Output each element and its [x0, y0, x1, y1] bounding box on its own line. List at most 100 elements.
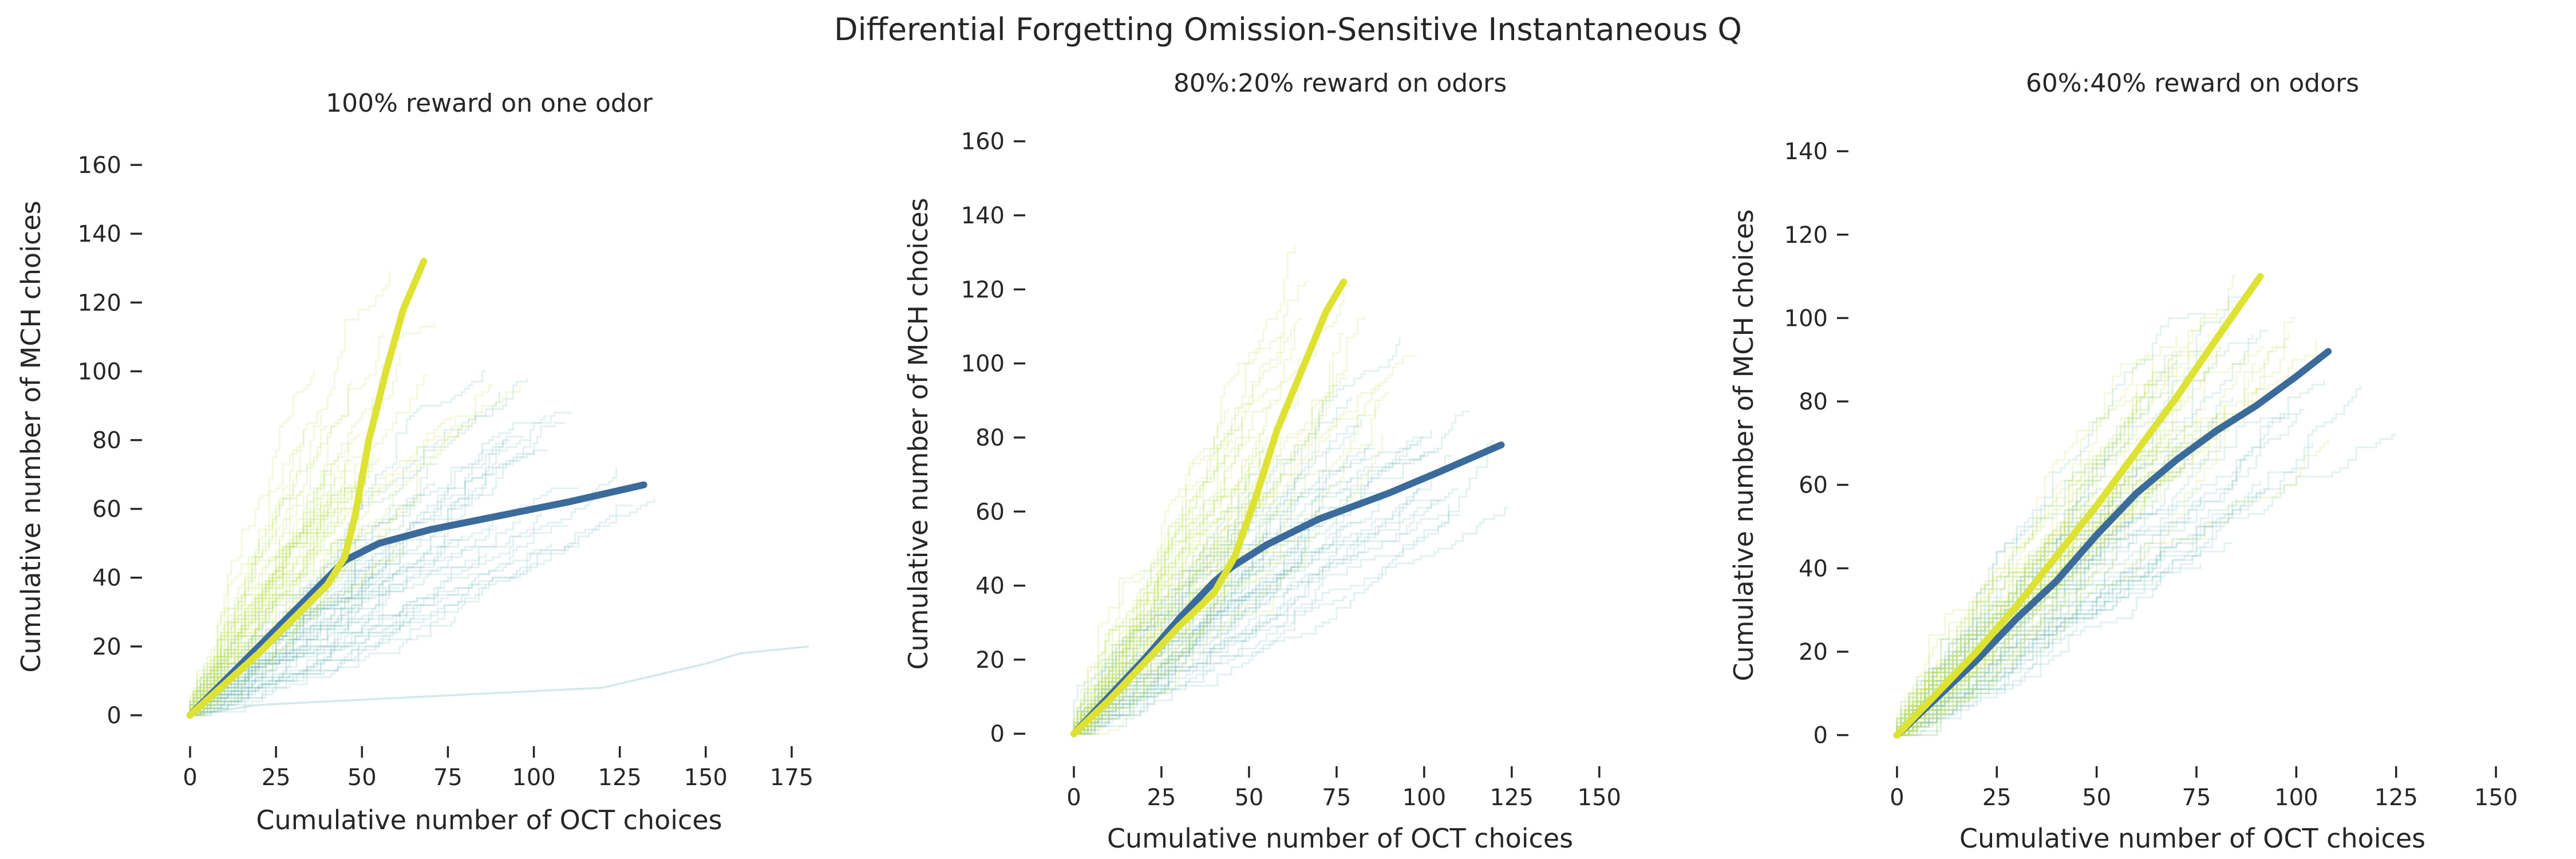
trajectory-line — [190, 539, 387, 716]
x-tick-label: 100 — [1402, 785, 1446, 811]
trajectory-line — [1074, 597, 1292, 735]
trajectory-line — [190, 440, 504, 716]
trajectory-line — [1074, 399, 1379, 735]
trajectory-line — [189, 373, 428, 715]
trajectory-line — [1896, 471, 2188, 735]
trajectory-line — [189, 505, 417, 715]
trajectory-line — [1897, 313, 2204, 736]
trajectory-line — [190, 440, 532, 716]
trajectory-line — [1897, 550, 2165, 736]
y-axis-label: Cumulative number of MCH choices — [15, 200, 46, 672]
trajectory-line — [189, 333, 384, 715]
trajectory-line — [190, 587, 386, 716]
trajectory-line — [1074, 429, 1267, 735]
y-tick-label: 0 — [1814, 723, 1828, 749]
trajectory-line — [190, 450, 548, 716]
trajectory-line — [189, 587, 400, 715]
y-tick-label: 80 — [92, 428, 121, 454]
y-tick-label: 20 — [92, 634, 121, 660]
trajectory-line — [1897, 413, 2253, 736]
x-tick-label: 125 — [1490, 785, 1534, 811]
trajectory-line — [189, 526, 497, 715]
trajectory-line — [1896, 430, 2161, 735]
y-tick-label: 80 — [975, 425, 1005, 451]
trajectory-line — [189, 430, 305, 715]
trajectory-line — [1073, 544, 1225, 734]
trajectory-line — [1896, 354, 2149, 735]
trajectory-line — [189, 443, 349, 715]
panel-80-20-reward: 80%:20% reward on odors 0 25 50 75 100 125 150 0… — [903, 69, 1621, 854]
y-tick-label: 40 — [92, 565, 121, 592]
x-axis-label: Cumulative number of OCT choices — [1107, 823, 1573, 854]
trajectory-line — [1073, 482, 1250, 734]
trajectory-line — [1074, 448, 1439, 735]
trajectory-line — [1073, 444, 1219, 734]
trajectory-line — [1073, 455, 1281, 734]
x-tick-label: 125 — [2374, 785, 2418, 811]
y-tick-label: 40 — [975, 573, 1005, 600]
trajectory-line — [1074, 547, 1309, 735]
trajectory-line — [1897, 413, 2285, 736]
y-tick-label: 140 — [78, 221, 121, 247]
trajectory-line — [190, 439, 510, 716]
trajectory-line — [189, 550, 404, 715]
trajectory-line — [1074, 333, 1344, 735]
trajectory-line — [1896, 354, 2204, 735]
trajectory-line — [1074, 408, 1229, 735]
x-axis-label: Cumulative number of OCT choices — [256, 805, 722, 836]
panel-60-40-reward: 60%:40% reward on odors 0 25 50 75 100 125 150 0… — [1728, 69, 2518, 854]
trajectory-line — [190, 604, 417, 716]
trajectory-line — [189, 488, 469, 715]
mean-line-blue — [1893, 348, 2332, 739]
trajectory-line — [1073, 533, 1358, 734]
y-axis-label: Cumulative number of MCH choices — [1728, 209, 1759, 681]
x-tick-label: 100 — [512, 765, 555, 791]
x-tick-label: 25 — [262, 765, 291, 791]
trajectory-line — [1073, 423, 1243, 734]
trajectory-line — [1073, 541, 1278, 734]
mean-line-yellow — [187, 258, 428, 719]
y-tick-label: 160 — [78, 152, 121, 179]
trajectory-line — [1073, 492, 1254, 734]
trajectory-line — [1897, 363, 2177, 736]
trajectory-line — [190, 450, 301, 716]
y-tick-label: 0 — [990, 721, 1005, 747]
x-tick-label: 150 — [684, 765, 728, 791]
x-tick-label: 175 — [770, 765, 813, 791]
trajectory-line — [190, 436, 524, 716]
figure-title: Differential Forgetting Omission-Sensiti… — [834, 11, 1742, 48]
y-tick-label: 120 — [1784, 222, 1828, 249]
trajectory-line — [189, 354, 401, 715]
y-tick-label: 120 — [78, 290, 121, 316]
trajectory-line — [1896, 542, 2233, 735]
x-tick-label: 75 — [1322, 785, 1351, 811]
trajectory-line — [1074, 507, 1270, 735]
trajectory-line — [1897, 346, 2204, 736]
trajectory-line — [1074, 333, 1285, 735]
trajectory-line — [1074, 419, 1362, 735]
y-tick-label: 140 — [1784, 139, 1828, 165]
trajectory-line — [1896, 293, 2246, 735]
trajectory-line — [190, 464, 339, 716]
y-tick-label: 100 — [1784, 305, 1828, 332]
trajectory-line — [1897, 317, 2297, 736]
trajectory-line — [1074, 525, 1323, 735]
y-tick-label: 100 — [961, 351, 1005, 377]
trajectory-line — [189, 484, 353, 715]
trajectory-line — [1897, 567, 2133, 736]
trajectory-line — [189, 525, 568, 715]
trajectory-line — [1897, 522, 2222, 736]
trajectory-line — [189, 509, 311, 715]
trajectory-line — [189, 519, 521, 715]
trajectory-line — [1896, 517, 2192, 735]
x-tick-label: 125 — [598, 765, 642, 791]
trajectory-line — [189, 498, 335, 715]
trajectory-line — [1074, 488, 1421, 735]
trajectory-line — [190, 470, 352, 716]
trajectory-line — [190, 584, 383, 716]
trajectory-line — [1896, 459, 2117, 735]
trajectory-line — [190, 464, 366, 716]
trajectory-line — [1073, 377, 1348, 734]
trajectory-line — [190, 594, 469, 716]
y-tick-label: 20 — [1799, 639, 1828, 665]
